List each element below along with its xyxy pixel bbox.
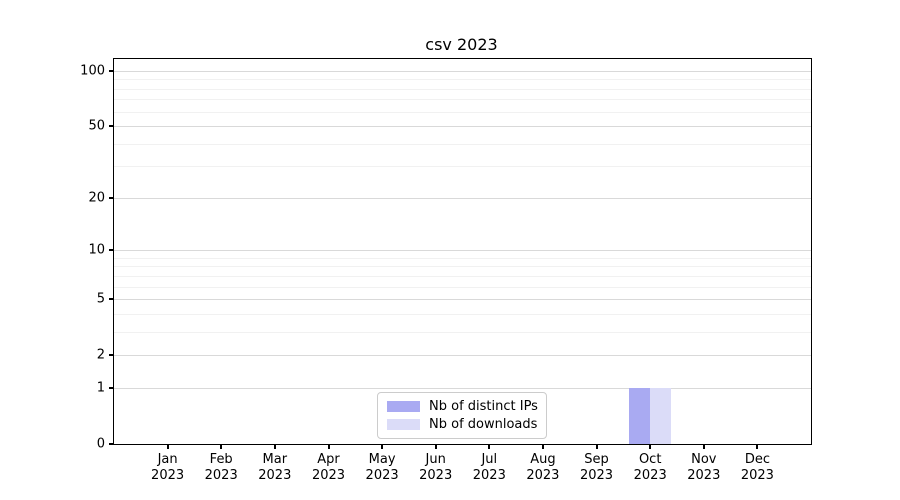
legend: Nb of distinct IPs Nb of downloads [377,392,547,439]
x-tick-label: Mar 2023 [258,452,292,483]
y-tick-label: 100 [80,63,105,79]
y-tick-label: 20 [88,190,105,206]
gridline-minor [114,111,811,113]
x-tick-label: Jul 2023 [472,452,506,483]
x-tick-mark [381,444,384,449]
x-tick-label: Sep 2023 [579,452,614,483]
y-tick-mark [109,249,114,252]
bar-nb-of-downloads [650,388,672,444]
gridline-minor [114,286,811,288]
x-tick-mark [434,444,437,449]
gridline-minor [114,79,811,81]
x-tick-label: Oct 2023 [633,452,667,483]
x-tick-mark [702,444,705,449]
gridline-minor [114,166,811,168]
gridline-minor [114,257,811,259]
gridline-major [114,250,811,252]
gridline-major [114,197,811,199]
y-tick-mark [109,298,114,301]
legend-item-downloads: Nb of downloads [387,417,537,432]
gridline-minor [114,275,811,277]
x-tick-label: Aug 2023 [526,452,560,483]
y-tick-mark [109,69,114,72]
chart-title: csv 2023 [425,35,498,54]
x-tick-mark [220,444,223,449]
x-tick-mark [166,444,169,449]
gridline-minor [114,143,811,145]
x-tick-label: Apr 2023 [311,452,346,483]
gridline-minor [114,88,811,90]
x-tick-label: Feb 2023 [204,452,238,483]
y-tick-label: 0 [96,436,105,452]
y-tick-mark [109,387,114,389]
y-tick-label: 10 [88,242,105,258]
y-tick-label: 2 [96,347,105,363]
x-tick-label: Jun 2023 [419,452,453,483]
plot-area: 0 1 2 5 10 20 50 100 Jan 2023 Feb 2023 Mar 2023 Apr 20… [80,58,812,483]
gridline-major [114,355,811,357]
gridline-minor [114,99,811,101]
y-tick-mark [109,354,114,357]
gridline-major [114,70,811,72]
x-tick-mark [488,444,491,449]
y-tick-label: 1 [96,380,105,396]
legend-swatch-downloads [387,419,420,430]
x-tick-mark [327,444,330,449]
legend-label-distinct-ips: Nb of distinct IPs [429,399,538,414]
y-tick-label: 5 [96,291,105,307]
gridline-major [114,126,811,128]
y-tick-mark [109,196,114,199]
gridline-major [114,299,811,301]
x-tick-mark [756,444,759,449]
y-tick-mark [109,443,114,445]
y-tick-mark [109,125,114,128]
legend-label-downloads: Nb of downloads [429,417,538,432]
x-tick-mark [541,444,544,449]
x-tick-label: Dec 2023 [740,452,774,483]
legend-item-distinct-ips: Nb of distinct IPs [387,399,538,414]
y-tick-label: 50 [88,118,105,134]
x-tick-label: Jan 2023 [151,452,185,483]
bar-nb-of-distinct-ips [629,388,651,444]
gridline-minor [114,331,811,333]
x-tick-label: May 2023 [365,452,399,483]
x-tick-label: Nov 2023 [687,452,721,483]
x-tick-mark [649,444,652,449]
gridline-minor [114,266,811,268]
x-tick-mark [595,444,598,449]
legend-swatch-distinct-ips [387,401,420,412]
x-tick-mark [273,444,276,449]
gridline-minor [114,313,811,315]
gridline-major [114,388,811,389]
